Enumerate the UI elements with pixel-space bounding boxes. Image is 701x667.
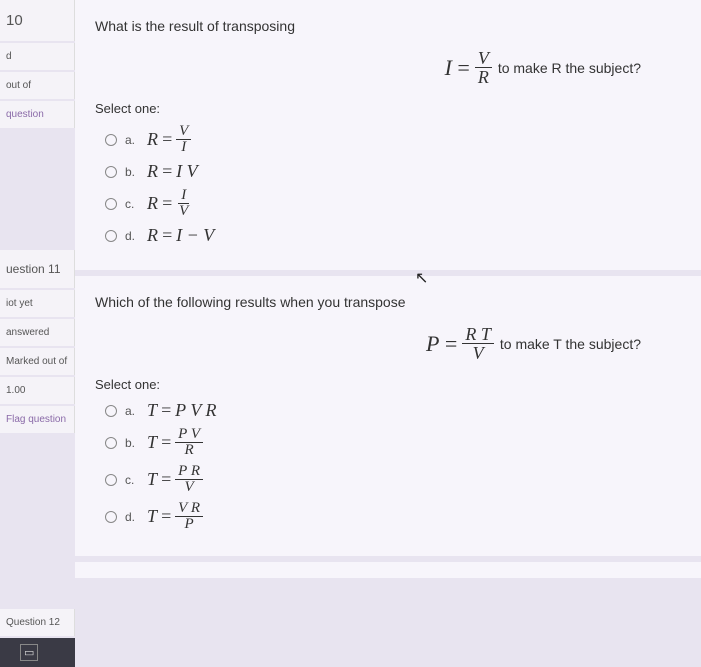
formula-lhs: I — [445, 55, 452, 81]
question-10-prompt: What is the result of transposing — [95, 18, 681, 34]
option-letter: b. — [125, 436, 139, 450]
options-11: a. T=P V R b. T=P VR c. T=P RV d. T=V RP — [105, 400, 681, 532]
formula-num-11: R T — [462, 325, 494, 344]
option-formula: T=P VR — [147, 427, 203, 458]
cursor-icon: ↖ — [415, 268, 428, 288]
status-not-yet: iot yet — [0, 290, 75, 317]
question-10-formula: I = V R to make R the subject? — [95, 49, 641, 86]
option-row[interactable]: b. R=I V — [105, 161, 681, 182]
option-row[interactable]: b. T=P VR — [105, 427, 681, 458]
option-formula: R=I − V — [147, 225, 214, 246]
option-formula: T=P RV — [147, 464, 203, 495]
question-11-block: ↖ Which of the following results when yo… — [75, 276, 701, 556]
radio-icon[interactable] — [105, 166, 117, 178]
option-formula: R=VI — [147, 124, 191, 155]
formula-eq: = — [456, 55, 471, 81]
option-row[interactable]: c. T=P RV — [105, 464, 681, 495]
radio-icon[interactable] — [105, 198, 117, 210]
list-icon[interactable]: ▭ — [20, 644, 38, 661]
option-formula: T=P V R — [147, 400, 217, 421]
flag-question-11[interactable]: Flag question — [0, 406, 75, 433]
option-letter: a. — [125, 404, 139, 418]
select-one-label: Select one: — [95, 101, 681, 116]
option-letter: d. — [125, 229, 139, 243]
radio-icon[interactable] — [105, 437, 117, 449]
option-row[interactable]: d. T=V RP — [105, 501, 681, 532]
select-one-label-11: Select one: — [95, 377, 681, 392]
option-row[interactable]: d. R=I − V — [105, 225, 681, 246]
content-area: What is the result of transposing I = V … — [75, 0, 701, 667]
formula-lhs-11: P — [426, 331, 439, 357]
status-marks-11: 1.00 — [0, 377, 75, 404]
formula-eq-11: = — [444, 331, 459, 357]
question-11-prompt: Which of the following results when you … — [95, 294, 681, 310]
option-letter: b. — [125, 165, 139, 179]
status-marks: out of — [0, 72, 75, 99]
option-row[interactable]: a. T=P V R — [105, 400, 681, 421]
formula-suffix: to make R the subject? — [498, 60, 641, 76]
flag-question-10[interactable]: question — [0, 101, 75, 128]
status-marked-out: Marked out of — [0, 348, 75, 375]
radio-icon[interactable] — [105, 134, 117, 146]
bottom-toolbar: ▭ — [0, 638, 75, 667]
formula-den-11: V — [470, 344, 487, 362]
radio-icon[interactable] — [105, 511, 117, 523]
status-answered-11: answered — [0, 319, 75, 346]
option-formula: T=V RP — [147, 501, 203, 532]
radio-icon[interactable] — [105, 230, 117, 242]
radio-icon[interactable] — [105, 474, 117, 486]
option-row[interactable]: c. R=IV — [105, 188, 681, 219]
option-formula: R=I V — [147, 161, 198, 182]
formula-suffix-11: to make T the subject? — [500, 336, 641, 352]
options-10: a. R=VI b. R=I V c. R=IV d. R=I − V — [105, 124, 681, 246]
formula-den: R — [475, 68, 492, 86]
formula-num: V — [475, 49, 492, 68]
option-letter: d. — [125, 510, 139, 524]
question-number-10[interactable]: 10 — [0, 0, 75, 41]
option-row[interactable]: a. R=VI — [105, 124, 681, 155]
question-number-12[interactable]: Question 12 — [0, 609, 75, 636]
radio-icon[interactable] — [105, 405, 117, 417]
question-nav-sidebar: 10 d out of question uestion 11 iot yet … — [0, 0, 75, 667]
option-formula: R=IV — [147, 188, 191, 219]
question-11-formula: P = R T V to make T the subject? — [95, 325, 641, 362]
status-answered: d — [0, 43, 75, 70]
question-10-block: What is the result of transposing I = V … — [75, 0, 701, 270]
question-12-block — [75, 562, 701, 578]
option-letter: c. — [125, 197, 139, 211]
option-letter: a. — [125, 133, 139, 147]
question-number-11[interactable]: uestion 11 — [0, 250, 75, 288]
option-letter: c. — [125, 473, 139, 487]
